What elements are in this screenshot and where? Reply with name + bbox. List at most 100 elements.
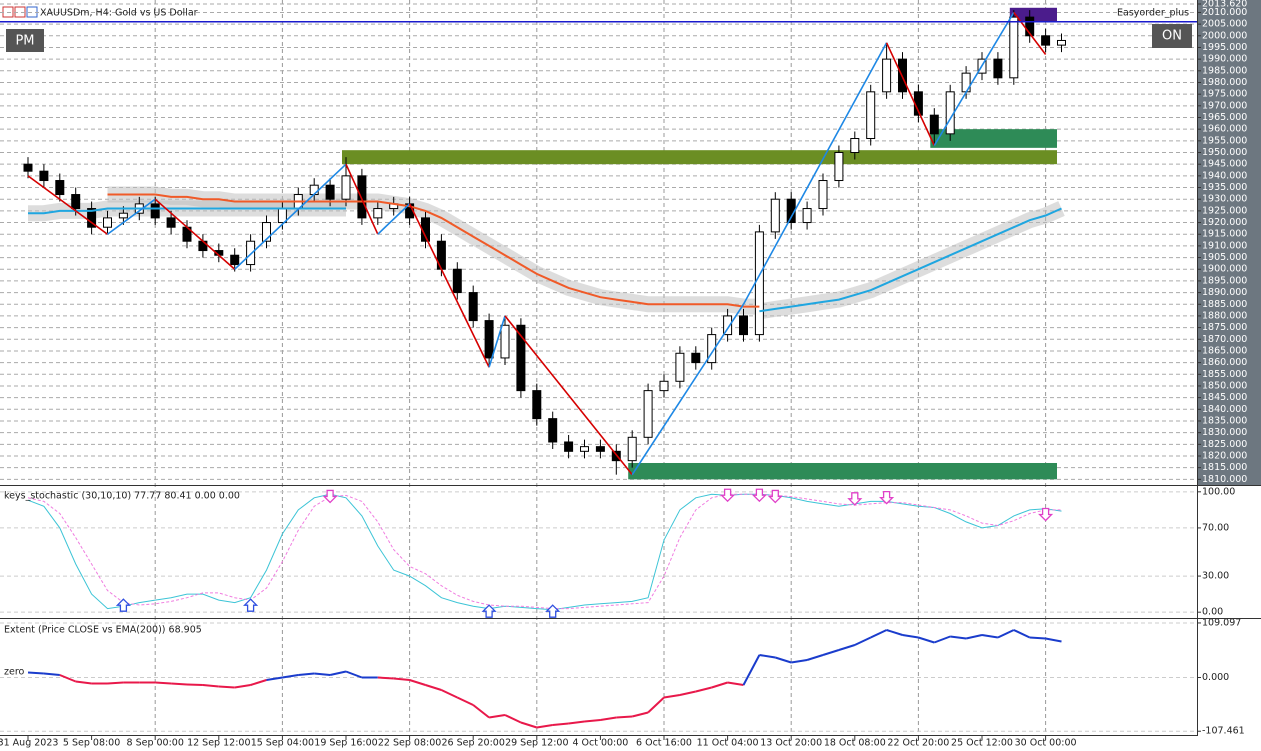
panel-title: Extent (Price CLOSE vs EMA(200)) 68.905 [4, 625, 202, 636]
y-tick-label: 1960.000 [1202, 124, 1247, 135]
y-tick-label: 1965.000 [1202, 112, 1247, 123]
extent-segment [234, 684, 251, 689]
price-axis-bg [1198, 0, 1261, 485]
candle-body [373, 208, 383, 219]
candle-body [548, 418, 558, 443]
candle-body [277, 208, 287, 224]
y-tick-label: 1865.000 [1202, 345, 1247, 356]
y-tick-label: 1955.000 [1202, 135, 1247, 146]
extent-segment [965, 634, 983, 640]
y-tick-label: 1810.000 [1202, 474, 1247, 485]
y-tick-label: 2000.000 [1202, 30, 1247, 41]
y-tick-label: 2010.000 [1202, 7, 1247, 18]
candle-body [691, 352, 701, 364]
signal-arrow [545, 604, 561, 618]
extent-segment [552, 722, 569, 726]
signal-arrow [481, 604, 497, 618]
candle-body [866, 91, 876, 140]
y-tick-label: 1930.000 [1202, 194, 1247, 205]
extent-segment [838, 644, 856, 651]
button-bg[interactable] [6, 29, 44, 52]
extent-segment [43, 672, 60, 676]
extent-segment [171, 682, 188, 686]
zone [628, 462, 1057, 480]
extent-segment [298, 672, 315, 676]
extent-segment [425, 684, 442, 691]
zigzag-segment [377, 203, 411, 235]
x-tick-label: 5 Sep 08:00 [63, 738, 120, 749]
x-tick-label: 29 Sep 12:00 [505, 738, 568, 749]
zone [342, 150, 1057, 165]
ema-line [28, 207, 346, 215]
y-tick-label: 1980.000 [1202, 77, 1247, 88]
zero-label: zero [4, 667, 25, 678]
extent-segment [155, 681, 172, 685]
extent-segment [1029, 636, 1046, 640]
extent-segment [107, 681, 124, 685]
candle-body [118, 212, 128, 219]
y-tick-label: 0.00 [1202, 607, 1223, 618]
signal-arrow [751, 488, 767, 503]
extent-segment [902, 634, 919, 639]
candle-body [23, 163, 33, 172]
y-tick-label: -107.461 [1202, 726, 1245, 737]
x-tick-label: 4 Oct 00:00 [572, 738, 628, 749]
extent-segment [742, 654, 761, 686]
candle-body [754, 231, 764, 336]
x-tick-label: 26 Sep 20:00 [441, 738, 504, 749]
candle-body [802, 208, 812, 224]
y-tick-label: 100.00 [1202, 486, 1235, 497]
y-tick-label: 1975.000 [1202, 89, 1247, 100]
y-tick-label: 1870.000 [1202, 334, 1247, 345]
extent-segment [584, 719, 601, 723]
candle-body [882, 58, 892, 93]
candle-body [484, 320, 494, 359]
x-tick-label: 13 Oct 20:00 [760, 738, 822, 749]
zigzag-segment [234, 163, 347, 270]
extent-segment [663, 694, 681, 699]
ema-line [107, 193, 760, 308]
candle-body [770, 198, 780, 233]
candle-body [1009, 16, 1019, 79]
zigzag-segment [107, 198, 156, 235]
extent-segment [918, 636, 935, 644]
extent-segment [282, 674, 299, 679]
button-bg[interactable] [1152, 24, 1192, 48]
y-tick-label: 1890.000 [1202, 287, 1247, 298]
on-button[interactable]: ON [1152, 24, 1192, 48]
candle-body [643, 390, 653, 438]
extent-segment [536, 724, 553, 729]
extent-segment [695, 686, 712, 693]
extent-segment [472, 704, 490, 719]
extent-segment [186, 683, 203, 686]
y-tick-label: 1995.000 [1202, 42, 1247, 53]
x-tick-label: 31 Aug 2023 [0, 738, 58, 749]
pm-button[interactable]: PM [6, 29, 44, 52]
extent-segment [456, 696, 474, 706]
y-tick-label: 1815.000 [1202, 462, 1247, 473]
extent-segment [504, 714, 522, 724]
candle-body [675, 352, 685, 382]
candle-body [1025, 16, 1035, 37]
extent-segment [1045, 637, 1062, 643]
extent-segment [440, 689, 458, 699]
button-label[interactable]: PM [15, 34, 34, 49]
y-tick-label: 1850.000 [1202, 380, 1247, 391]
x-tick-label: 12 Sep 12:00 [187, 738, 250, 749]
y-tick-label: 70.00 [1202, 522, 1229, 533]
candle-body [1041, 35, 1051, 46]
y-tick-label: 1950.000 [1202, 147, 1247, 158]
signal-arrow [243, 598, 259, 612]
y-tick-label: 2013.620 [1202, 0, 1247, 10]
zone [1009, 7, 1057, 22]
y-tick-label: 1945.000 [1202, 159, 1247, 170]
button-label[interactable]: ON [1162, 29, 1182, 44]
candle-body [500, 324, 510, 359]
y-tick-label: 0.000 [1202, 672, 1229, 683]
candle-body [993, 58, 1003, 79]
candle-body [341, 175, 351, 200]
top-layer [0, 11, 1197, 618]
signal-arrow [115, 598, 131, 612]
zigzag-segment [27, 175, 108, 235]
